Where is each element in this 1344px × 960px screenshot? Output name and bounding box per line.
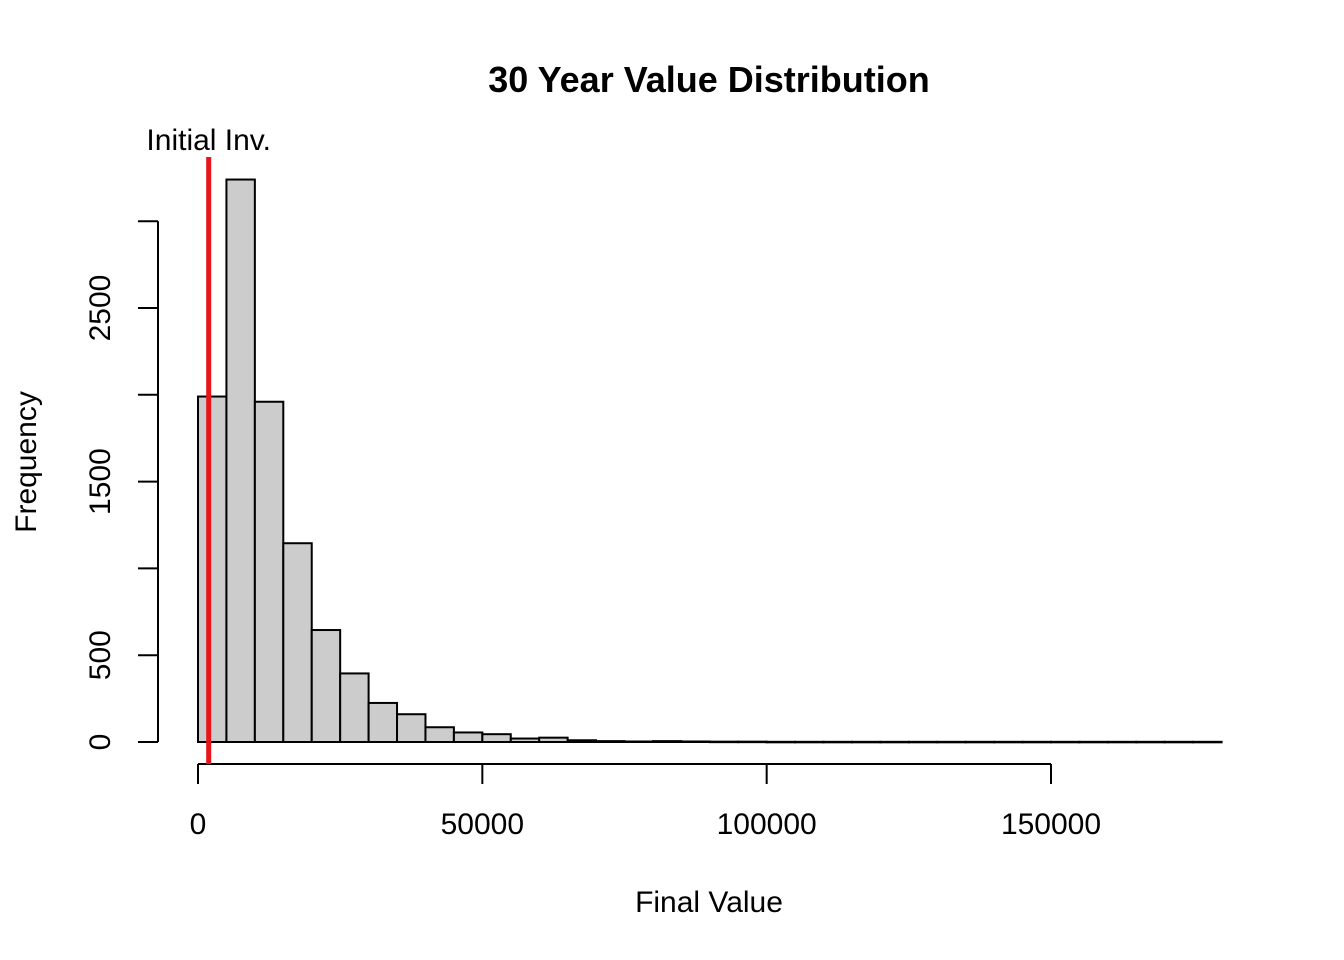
y-tick-label: 2500 bbox=[84, 275, 117, 342]
y-axis-label: Frequency bbox=[10, 391, 43, 533]
x-axis: 0 50000 100000 150000 bbox=[190, 763, 1101, 841]
y-tick-label: 0 bbox=[84, 734, 117, 751]
histogram-bar bbox=[396, 713, 427, 743]
histogram-bar bbox=[282, 542, 313, 744]
histogram-bar bbox=[225, 178, 256, 743]
x-tick-label: 100000 bbox=[717, 808, 817, 841]
chart-title: 30 Year Value Distribution bbox=[488, 59, 930, 100]
x-tick-label: 0 bbox=[190, 808, 207, 841]
y-tick-label: 1500 bbox=[84, 448, 117, 515]
reference-line-group: Initial Inv. bbox=[146, 124, 271, 764]
histogram-bar bbox=[367, 701, 399, 744]
y-axis: 0 500 1500 2500 bbox=[84, 220, 159, 751]
histogram-bar bbox=[197, 395, 228, 743]
initial-investment-label: Initial Inv. bbox=[146, 124, 271, 157]
histogram-bar bbox=[424, 726, 455, 744]
y-tick-label: 500 bbox=[84, 630, 117, 680]
x-tick-label: 150000 bbox=[1001, 808, 1101, 841]
x-tick-label: 50000 bbox=[441, 808, 524, 841]
histogram-bar bbox=[253, 400, 285, 743]
x-axis-label: Final Value bbox=[635, 886, 783, 919]
histogram-bar bbox=[310, 629, 342, 744]
bars-group bbox=[197, 178, 1223, 744]
histogram-bar bbox=[339, 672, 370, 743]
histogram-bar bbox=[481, 733, 512, 743]
histogram-bar bbox=[452, 731, 484, 744]
